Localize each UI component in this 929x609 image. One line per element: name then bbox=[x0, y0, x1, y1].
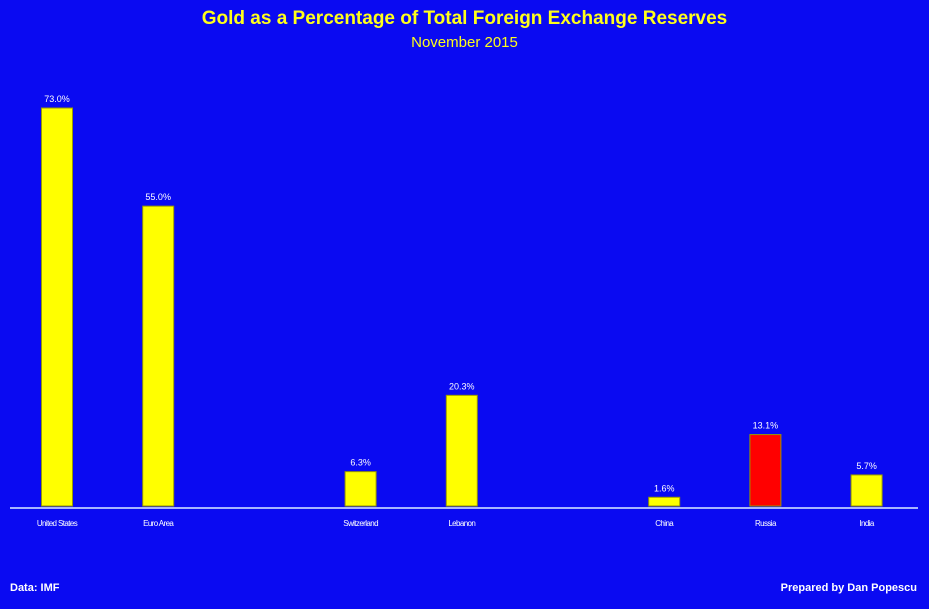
x-tick-label: Euro Area bbox=[143, 519, 174, 528]
bar bbox=[850, 474, 883, 507]
credit-note: Prepared by Dan Popescu bbox=[780, 582, 917, 594]
bar bbox=[648, 496, 681, 507]
chart-subtitle: November 2015 bbox=[411, 34, 518, 51]
data-label: 13.1% bbox=[753, 421, 779, 431]
data-label: 1.6% bbox=[654, 483, 675, 493]
x-tick-label: Lebanon bbox=[448, 519, 475, 528]
bar bbox=[142, 205, 175, 507]
source-note: Data: IMF bbox=[10, 582, 60, 594]
bar bbox=[445, 394, 478, 507]
data-label: 73.0% bbox=[44, 94, 70, 104]
x-tick-label: China bbox=[655, 519, 674, 528]
bar bbox=[344, 471, 377, 507]
data-label: 55.0% bbox=[145, 192, 171, 202]
x-tick-label: United States bbox=[37, 519, 78, 528]
bar bbox=[749, 434, 782, 507]
data-label: 5.7% bbox=[856, 461, 877, 471]
x-tick-label: Russia bbox=[755, 519, 777, 528]
data-label: 20.3% bbox=[449, 381, 475, 391]
x-tick-label: Switzerland bbox=[343, 519, 378, 528]
bar bbox=[41, 107, 73, 507]
chart-title: Gold as a Percentage of Total Foreign Ex… bbox=[201, 8, 728, 29]
x-tick-label: India bbox=[859, 519, 874, 528]
data-label: 6.3% bbox=[350, 458, 371, 468]
